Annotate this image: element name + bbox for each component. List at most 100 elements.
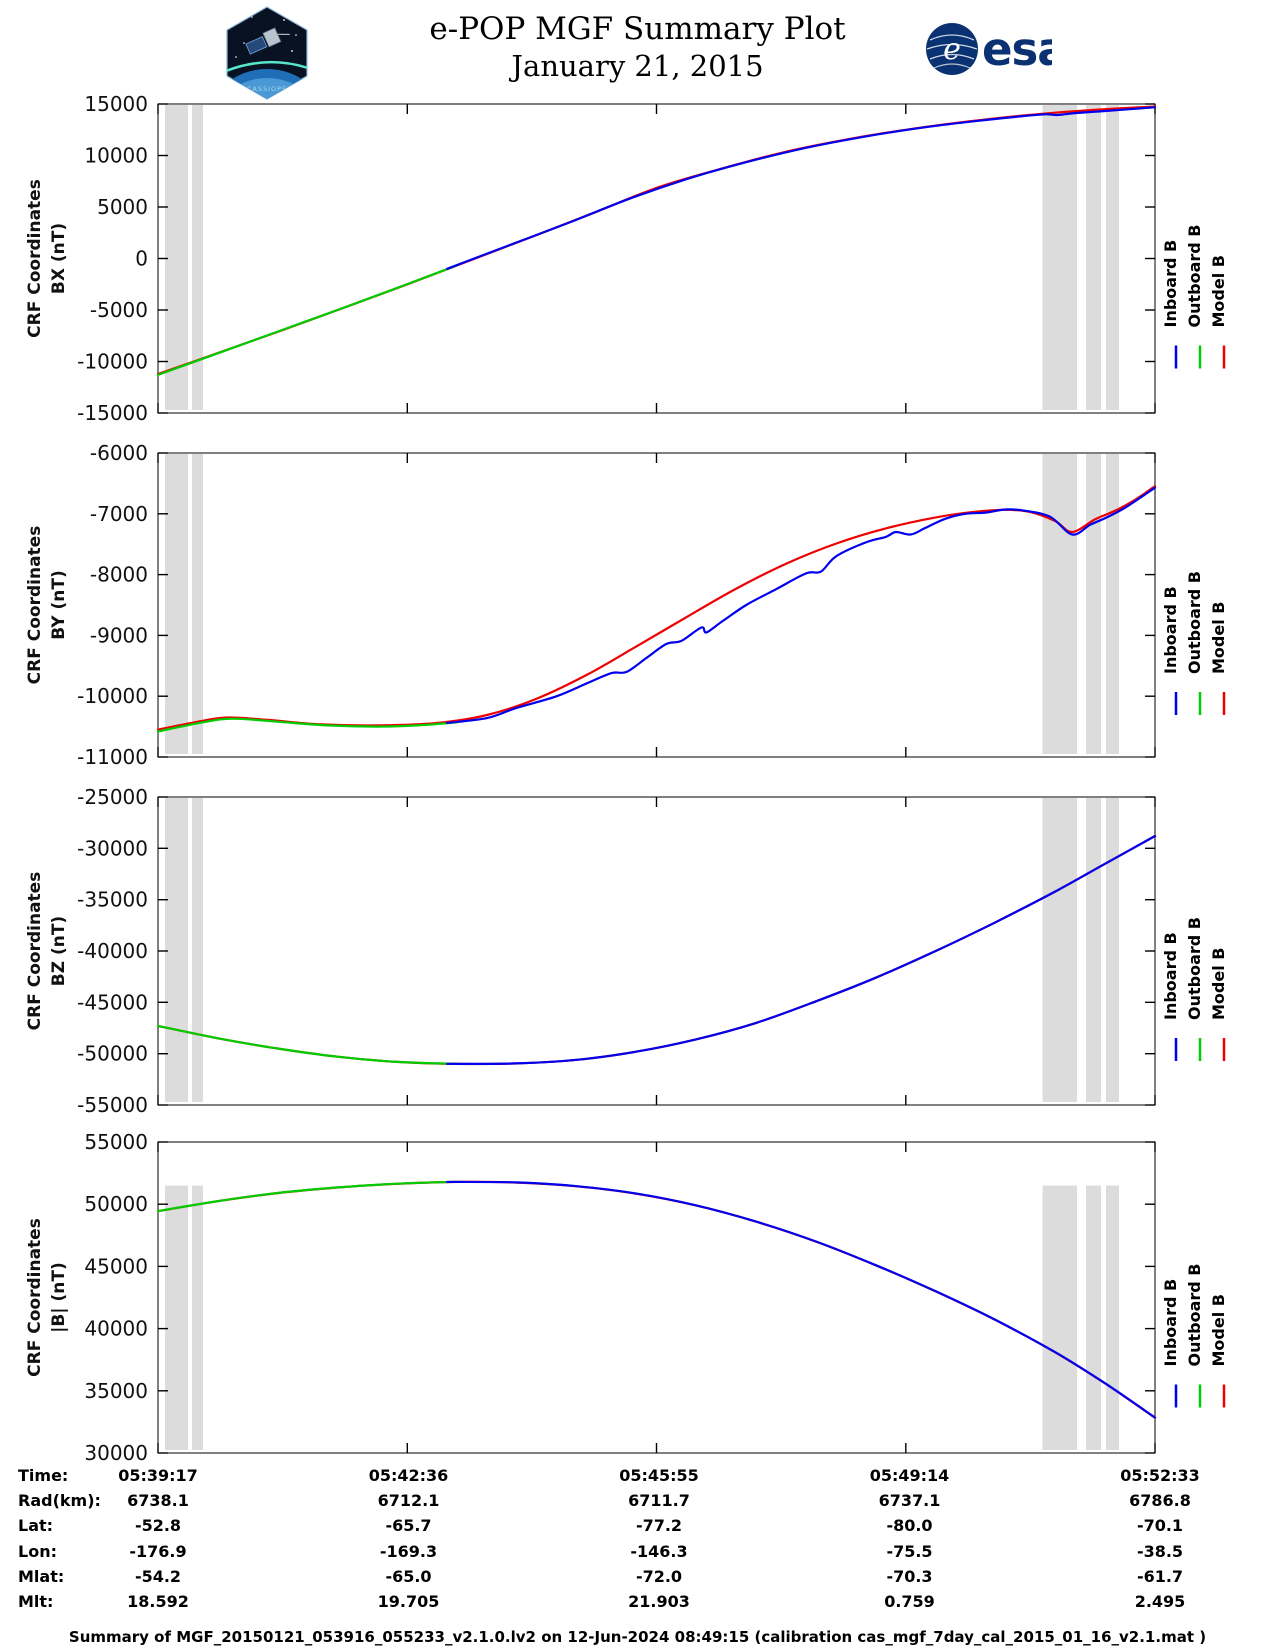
svg-text:e: e [943,32,961,67]
shaded-band [165,798,188,1102]
shaded-band [165,105,188,410]
legend-label-model-b: Model B [1209,602,1228,674]
y-tick-label: -50000 [77,1042,148,1066]
series-outboard-b [156,717,459,733]
panel-bx: 15000 10000 5000 0 -5000 -10000 -15000 CRF Coor… [25,92,1228,425]
y-tick-label: -9000 [90,623,148,647]
series-inboard-b [446,486,1157,725]
shaded-band [1042,105,1078,410]
legend-label-outboard-b: Outboard B [1185,225,1204,328]
y-axis-label-line1: CRF Coordinates [25,1218,45,1377]
patch-satellite [245,27,290,55]
series-inboard-b [446,1180,1157,1419]
y-axis-label-line2: BX (nT) [49,223,69,294]
series-model-b [156,1180,1157,1419]
y-tick-label: 40000 [84,1317,148,1341]
y-tick-label: -11000 [77,745,148,769]
shaded-band [1086,1185,1102,1450]
figure-title-block: e-POP MGF Summary Plot January 21, 2015 [0,10,1275,84]
legend-label-outboard-b: Outboard B [1185,1264,1204,1367]
y-tick-label: 30000 [84,1441,148,1465]
patch-label: CASSIOPE [247,85,287,93]
y-axis-label-line1: CRF Coordinates [25,526,45,685]
y-tick-label: -15000 [77,401,148,425]
legend-label-outboard-b: Outboard B [1185,917,1204,1020]
shaded-band [1042,798,1078,1102]
shaded-band [1042,454,1078,754]
legend-label-outboard-b: Outboard B [1185,571,1204,674]
y-tick-label: -8000 [90,563,148,587]
y-tick-label: -30000 [77,836,148,860]
panel-frame [157,1141,1156,1454]
y-tick-label: -5000 [90,298,148,322]
legend-label-model-b: Model B [1209,948,1228,1020]
legend-label-inboard-b: Inboard B [1161,586,1180,674]
panel-frame [157,796,1156,1106]
shaded-band [191,1185,203,1450]
y-tick-label: 55000 [84,1130,148,1154]
y-tick-label: 50000 [84,1192,148,1216]
legend: Inboard B Outboard B Model B [1161,571,1228,715]
figure-title: e-POP MGF Summary Plot [429,11,846,47]
patch-aurora-arc [227,60,307,73]
esa-wordmark: esa [982,23,1052,76]
panel-frame [157,103,1156,414]
esa-globe-icon: e [926,23,978,75]
legend-label-model-b: Model B [1209,255,1228,327]
y-axis-label-line2: |B| (nT) [49,1262,69,1333]
figure-date: January 21, 2015 [511,48,764,83]
shaded-band [1106,454,1120,754]
y-tick-label: -35000 [77,888,148,912]
legend: Inboard B Outboard B Model B [1161,917,1228,1061]
shaded-band [191,798,203,1102]
legend-label-model-b: Model B [1209,1294,1228,1366]
panel-bz: -25000 -30000 -35000 -40000 -45000 -50000 -550… [25,785,1228,1117]
series-inboard-b [446,834,1157,1065]
series-outboard-b [156,1024,459,1065]
y-tick-label: 15000 [84,92,148,116]
y-axis-label-line1: CRF Coordinates [25,179,45,338]
shaded-band [191,105,203,410]
y-tick-label: -6000 [90,441,148,465]
y-tick-label: 0 [135,247,148,271]
esa-logo: e esa [926,23,1052,76]
shaded-band [1106,105,1120,410]
panel-frame [157,452,1156,758]
y-tick-label: -45000 [77,990,148,1014]
series-model-b [156,834,1157,1066]
y-tick-label: -55000 [77,1093,148,1117]
legend-label-inboard-b: Inboard B [1161,1279,1180,1367]
summary-filename-line: Summary of MGF_20150121_053916_055233_v2… [68,1628,1207,1646]
y-tick-label: -40000 [77,939,148,963]
legend: Inboard B Outboard B Model B [1161,225,1228,369]
series-outboard-b [156,1180,459,1213]
series-outboard-b [156,264,459,376]
series-model-b [156,105,1157,376]
y-axis-label-line2: BZ (nT) [49,916,69,986]
y-tick-label: -10000 [77,350,148,374]
shaded-band [1086,454,1102,754]
y-tick-label: 35000 [84,1379,148,1403]
shaded-band [191,454,203,754]
panel-by: -6000 -7000 -8000 -9000 -10000 -11000 CRF Coor… [25,441,1228,769]
y-axis-label-line1: CRF Coordinates [25,872,45,1031]
y-axis-label-line2: BY (nT) [49,570,69,640]
y-tick-label: -10000 [77,684,148,708]
series-inboard-b [446,106,1157,270]
series-model-b [156,485,1157,731]
shaded-band [1106,1185,1120,1450]
cassiope-mission-patch-logo: CASSIOPE [226,6,308,100]
shaded-band [165,454,188,754]
y-tick-label: -7000 [90,502,148,526]
legend-label-inboard-b: Inboard B [1161,240,1180,328]
legend: Inboard B Outboard B Model B [1161,1264,1228,1408]
y-tick-label: -25000 [77,785,148,809]
shaded-band [165,1185,188,1450]
shaded-band [1042,1185,1078,1450]
panel-bmag: 55000 50000 45000 40000 35000 30000 CRF Coordi… [25,1130,1228,1465]
legend-label-inboard-b: Inboard B [1161,932,1180,1020]
y-tick-label: 5000 [97,195,148,219]
shaded-band [1086,798,1102,1102]
